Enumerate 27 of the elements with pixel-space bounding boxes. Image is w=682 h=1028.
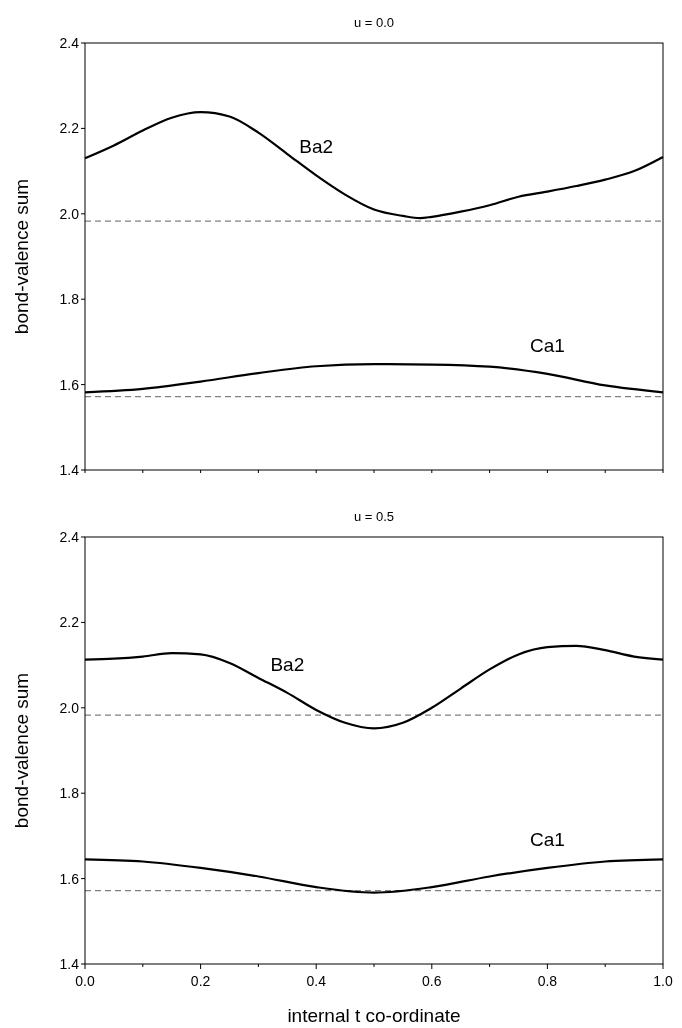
chart-title: u = 0.5	[353, 509, 395, 524]
series-label: Ca1	[529, 828, 565, 850]
x-tick-label: 0.6	[422, 973, 442, 989]
y-tick-label: 2.2	[59, 120, 80, 137]
y-tick-label: 1.6	[59, 376, 80, 393]
y-axis-title: bond-valence sum	[11, 178, 32, 335]
x-tick-label: 1.0	[653, 973, 673, 989]
y-tick-label: 1.6	[59, 870, 80, 887]
chart-title: u = 0.0	[353, 15, 395, 30]
y-tick-label: 2.0	[59, 699, 80, 716]
x-tick-label: 0.2	[190, 973, 211, 989]
series-label: Ba2	[270, 653, 305, 675]
x-tick-label: 0.8	[537, 973, 558, 989]
y-tick-label: 2.0	[59, 205, 80, 222]
y-tick-label: 1.8	[59, 785, 80, 802]
y-axis-title: bond-valence sum	[11, 672, 32, 829]
y-tick-label: 2.4	[59, 35, 80, 51]
y-tick-label: 2.4	[59, 529, 80, 545]
y-tick-label: 1.4	[59, 956, 80, 972]
series-label: Ba2	[299, 136, 334, 158]
series-label: Ca1	[529, 334, 565, 356]
x-tick-label: 0.4	[306, 973, 327, 989]
y-tick-label: 1.8	[59, 291, 80, 308]
y-tick-label: 1.4	[59, 462, 80, 478]
x-tick-label: 0.0	[75, 973, 95, 989]
y-tick-label: 2.2	[59, 614, 80, 631]
x-axis-title: internal t co-ordinate	[287, 1005, 461, 1026]
